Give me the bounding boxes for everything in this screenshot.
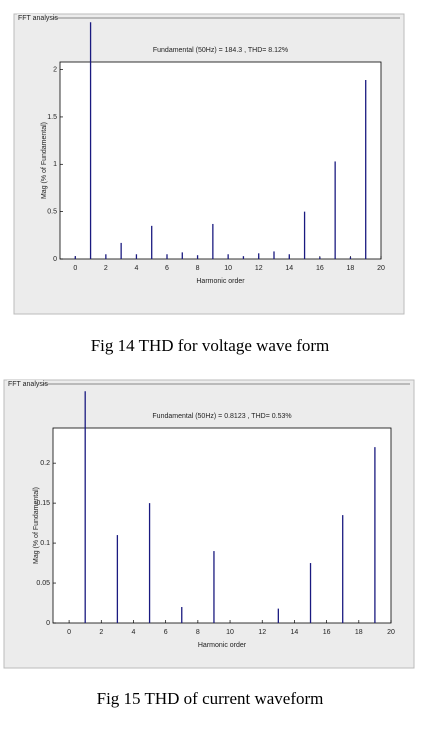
x-tick-label: 8 xyxy=(196,629,200,636)
y-tick-label: 0.05 xyxy=(36,580,50,587)
y-tick-label: 0 xyxy=(46,620,50,627)
x-tick-label: 14 xyxy=(291,629,299,636)
x-tick-label: 20 xyxy=(387,629,395,636)
panel-label: FFT analysis xyxy=(18,15,58,22)
y-tick-label: 1 xyxy=(53,161,57,168)
y-tick-label: 0.15 xyxy=(36,500,50,507)
y-tick-label: 0 xyxy=(53,256,57,263)
x-tick-label: 4 xyxy=(134,265,138,272)
x-tick-label: 18 xyxy=(355,629,363,636)
x-tick-label: 12 xyxy=(258,629,266,636)
y-tick-label: 0.5 xyxy=(47,208,57,215)
x-axis-label: Harmonic order xyxy=(196,278,245,285)
x-tick-label: 6 xyxy=(165,265,169,272)
plot-area xyxy=(52,427,392,624)
y-axis-label: Mag (% of Fundamental) xyxy=(33,487,40,564)
y-tick-label: 1.5 xyxy=(47,114,57,121)
x-tick-label: 16 xyxy=(316,265,324,272)
x-tick-label: 2 xyxy=(99,629,103,636)
plot-area xyxy=(59,61,382,260)
x-tick-label: 2 xyxy=(104,265,108,272)
x-tick-label: 16 xyxy=(323,629,331,636)
x-tick-label: 8 xyxy=(196,265,200,272)
y-tick-label: 0.1 xyxy=(40,540,50,547)
chart-title: Fundamental (50Hz) = 0.8123 , THD= 0.53% xyxy=(152,413,291,420)
panel-label: FFT analysis xyxy=(8,381,48,388)
chart-title: Fundamental (50Hz) = 184.3 , THD= 8.12% xyxy=(153,47,288,54)
x-tick-label: 10 xyxy=(224,265,232,272)
x-tick-label: 0 xyxy=(67,629,71,636)
x-tick-label: 10 xyxy=(226,629,234,636)
y-tick-label: 2 xyxy=(53,66,57,73)
panel-label-bg xyxy=(17,14,53,22)
figure-caption: Fig 14 THD for voltage wave form xyxy=(91,336,330,355)
x-tick-label: 0 xyxy=(73,265,77,272)
panel-label-bg xyxy=(7,380,43,388)
x-tick-label: 20 xyxy=(377,265,385,272)
x-tick-label: 14 xyxy=(285,265,293,272)
x-tick-label: 12 xyxy=(255,265,263,272)
figure-caption: Fig 15 THD of current waveform xyxy=(97,689,324,708)
x-axis-label: Harmonic order xyxy=(198,642,247,649)
y-axis-label: Mag (% of Fundamental) xyxy=(41,122,48,199)
x-tick-label: 18 xyxy=(347,265,355,272)
x-tick-label: 4 xyxy=(132,629,136,636)
x-tick-label: 6 xyxy=(164,629,168,636)
y-tick-label: 0.2 xyxy=(40,460,50,467)
